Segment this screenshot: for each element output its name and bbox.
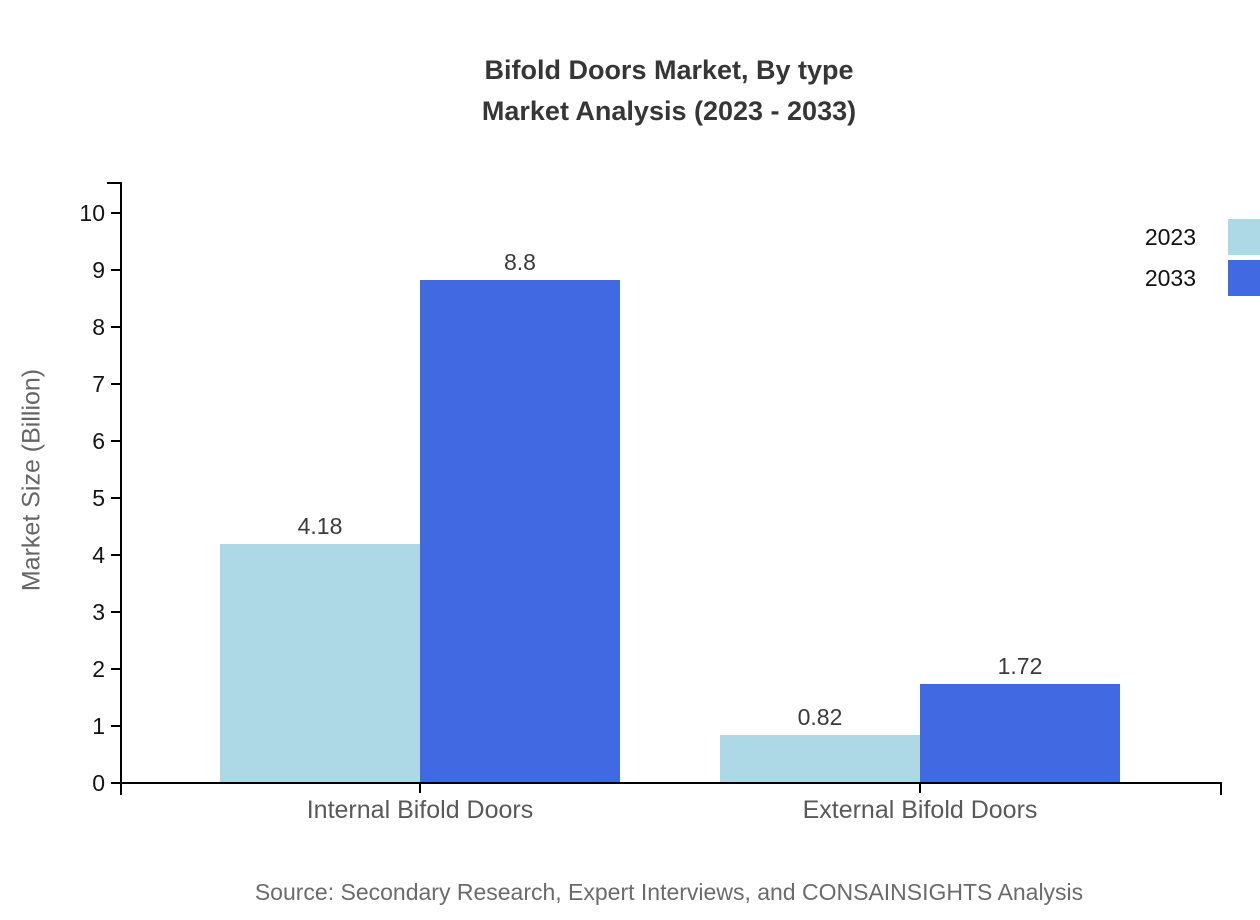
chart-title-line-2: Market Analysis (2023 - 2033): [481, 96, 857, 126]
x-axis-right-outer-tick: [1220, 782, 1222, 795]
y-tick: [111, 782, 120, 784]
bar-value-label: 8.8: [504, 249, 536, 276]
bar-value-label: 4.18: [297, 512, 343, 539]
legend-item-2033: 2033: [1145, 260, 1260, 296]
y-tick-label: 5: [92, 485, 105, 511]
bar-value-label: 1.72: [997, 652, 1043, 679]
y-tick: [111, 269, 120, 271]
x-axis-line: [120, 782, 1222, 784]
y-tick: [111, 611, 120, 613]
x-category-label: External Bifold Doors: [802, 796, 1038, 824]
y-tick-label: 7: [92, 371, 105, 397]
y-tick-label: 4: [92, 542, 105, 568]
bar-value-label: 0.82: [797, 704, 843, 731]
y-axis-top-outer-tick: [107, 182, 120, 184]
bar-2023-external: [720, 735, 920, 782]
source-text: Source: Secondary Research, Expert Inter…: [254, 879, 1084, 905]
y-tick: [111, 212, 120, 214]
y-tick-label: 6: [92, 428, 105, 454]
legend-swatch-2023: [1228, 219, 1260, 255]
legend-label-2033: 2033: [1144, 264, 1196, 291]
legend-label-2023: 2023: [1144, 223, 1196, 250]
y-tick-label: 3: [92, 599, 105, 625]
legend-item-2023: 2023: [1145, 219, 1260, 255]
legend: 2023 2033: [1145, 219, 1260, 296]
bar-2033-internal: [420, 280, 620, 782]
y-tick-label: 1: [92, 713, 105, 739]
bar-2033-external: [920, 683, 1120, 782]
y-tick-label: 10: [79, 200, 105, 226]
y-tick: [111, 383, 120, 385]
y-axis-label: Market Size (Billion): [17, 368, 46, 592]
y-tick: [111, 497, 120, 499]
y-tick: [111, 326, 120, 328]
legend-swatch-2033: [1228, 260, 1260, 296]
y-tick-label: 0: [92, 770, 105, 796]
y-tick: [111, 725, 120, 727]
x-category-label: Internal Bifold Doors: [306, 796, 534, 824]
y-tick-label: 8: [92, 314, 105, 340]
x-tick: [419, 784, 421, 793]
y-tick-label: 2: [92, 656, 105, 682]
chart-title: Bifold Doors Market, By type Market Anal…: [78, 50, 1260, 132]
y-tick-label: 9: [92, 257, 105, 283]
chart-title-line-1: Bifold Doors Market, By type: [484, 55, 854, 85]
y-axis-line: [120, 182, 122, 784]
x-tick: [919, 784, 921, 793]
y-tick: [111, 668, 120, 670]
y-tick: [111, 440, 120, 442]
bar-2023-internal: [220, 543, 420, 782]
y-tick: [111, 554, 120, 556]
x-axis-left-outer-tick: [120, 782, 122, 795]
